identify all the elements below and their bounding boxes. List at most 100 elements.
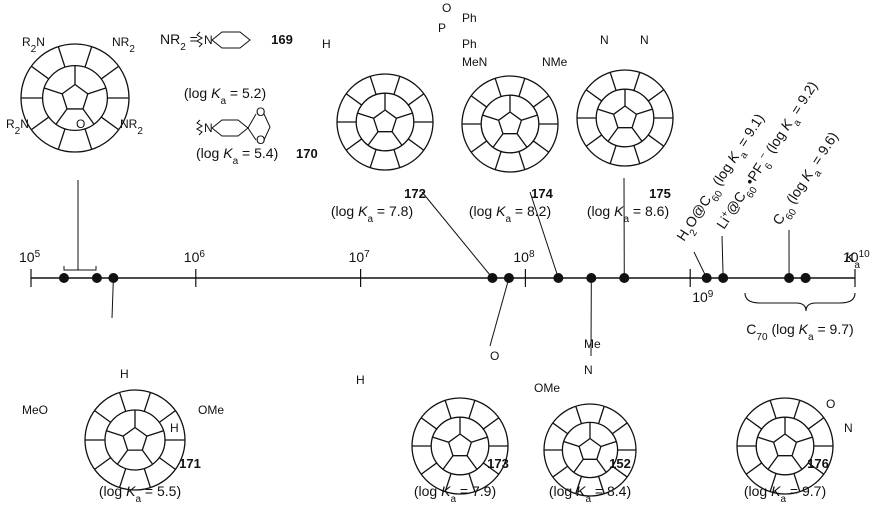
atom-label: H [170,421,179,435]
text-part: K [771,483,781,499]
text-part: 6 [763,161,775,172]
text-part: 5.2 [242,85,262,101]
text-part: 7.8 [389,203,409,219]
text-part: (log [587,203,614,219]
text-part: O [490,349,499,363]
text-part: 5.5 [157,483,177,499]
data-point [91,273,102,283]
text-part: 6 [199,249,205,260]
text-part: = [186,31,198,47]
atom-label: O [76,117,85,131]
text-part: O [76,117,85,131]
data-point [701,273,712,283]
text-part: H [322,37,331,51]
text-part: (log [414,483,441,499]
atom-label: N [204,121,213,135]
compound-label: 175 [649,186,671,201]
text-part: a [450,494,456,505]
text-part: NR [120,117,138,131]
caption: (log Ka = 7.8) [331,203,413,225]
text-part: ) [821,483,826,499]
atom-label: OMe [534,381,560,395]
text-part: a [585,494,591,505]
compound-label: 170 [296,146,318,161]
text-part: K [126,483,136,499]
compound-label: 172 [404,186,426,201]
text-part: a [791,117,803,128]
text-part: Ph [462,11,477,25]
caption: (log Ka = 8.4) [549,483,631,505]
text-part: H [120,367,129,381]
fullerene [337,76,433,168]
atom-label: R2N [6,117,29,137]
text-part: (log [331,203,358,219]
text-part: 9.7 [802,483,822,499]
caption: (log Ka = 8.6) [587,203,669,225]
atom-label: N [844,421,853,435]
fullerene [21,46,129,150]
text-part: a [367,214,373,225]
text-part: N [36,35,45,49]
fullerene [462,78,558,170]
text-part: = [786,483,802,499]
tick-label: 105 [19,249,41,266]
fullerene [544,406,636,494]
text-part: = [373,203,389,219]
text-part: = [511,203,527,219]
text-part: (log [196,145,223,161]
compound-label: C70 (log Ka = 9.7) [746,321,853,343]
tick-label: 106 [184,249,206,266]
text-part: a [738,150,750,161]
text-part: R [6,117,15,131]
text-part: = [806,149,828,171]
text-part: 7.9 [472,483,492,499]
atom-label: O [256,105,265,119]
compound-label: 169 [271,32,293,47]
caption: (log Ka = 5.2) [184,85,266,107]
text-part: a [220,96,226,107]
atom-label: N [204,33,213,47]
text-part: 8 [529,249,535,260]
compound-label: 152 [609,456,631,471]
text-part: N [20,117,29,131]
text-part: 2 [137,126,143,137]
text-part: 2 [180,42,186,53]
data-point [487,273,498,283]
text-part: = [456,483,472,499]
text-part: 2 [129,44,135,55]
atom-label: Ph [462,11,477,25]
data-point [58,273,69,283]
text-part: ) [626,483,631,499]
text-part: O [442,1,451,15]
connector [529,191,559,279]
ring-sketch [196,113,271,141]
text-part: 8.2 [527,203,547,219]
text-part: Ph [462,37,477,51]
text-part: a [808,332,814,343]
atom-label: OMe [198,403,224,417]
atom-label: O [442,1,451,15]
compound-label: 174 [531,186,553,201]
text-part: NMe [542,55,568,69]
atom-label: N [640,33,649,47]
atom-label: O [490,349,499,363]
text-part: ) [261,85,266,101]
text-part: K [799,321,809,337]
text-part: = [629,203,645,219]
substituent-label: NR2 = [160,31,198,53]
text-part: + [719,208,731,219]
text-part: NR [112,35,130,49]
caption: (log Ka = 5.5) [99,483,181,505]
text-part: P [438,21,446,35]
text-part: Me [584,337,601,351]
bracket [63,180,97,271]
data-point [553,273,564,283]
tick-label: 109 [692,289,714,306]
text-part: 8.6 [645,203,665,219]
text-part: K [614,203,624,219]
text-part: ) [546,203,551,219]
atom-label: MeO [22,403,48,417]
text-part: 10 [859,249,871,260]
